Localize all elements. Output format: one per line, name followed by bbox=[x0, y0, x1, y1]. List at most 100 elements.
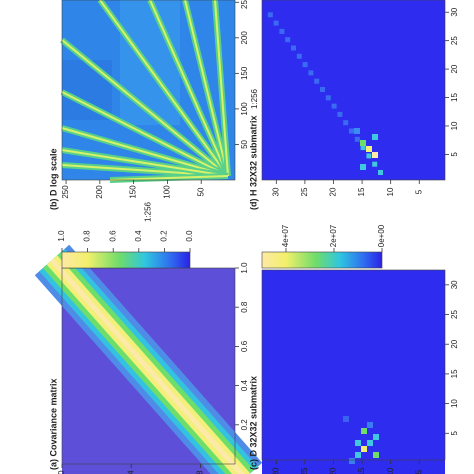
heatmap-cell bbox=[296, 53, 302, 59]
y-tick-label: 0.8 bbox=[196, 470, 205, 474]
colorbar-tick-label: 4e+07 bbox=[281, 224, 290, 247]
heatmap-cell bbox=[372, 152, 378, 158]
y-tick-label: 5 bbox=[414, 469, 423, 474]
heatmap-cell bbox=[273, 20, 279, 26]
colorbar-tick-label: 0e+00 bbox=[377, 224, 386, 247]
x-tick-label: 15 bbox=[450, 93, 459, 102]
colorbar-tick-label: 0.8 bbox=[83, 230, 92, 242]
x-tick-label: 15 bbox=[450, 369, 459, 378]
plot-frame bbox=[61, 0, 236, 181]
heatmap-cell bbox=[366, 146, 372, 152]
plot-frame bbox=[261, 269, 446, 461]
colorbar-tick-label: 0.2 bbox=[160, 230, 169, 242]
x-tick-label: 100 bbox=[240, 102, 249, 116]
heatmap-cell bbox=[355, 452, 361, 458]
heatmap-cell bbox=[349, 128, 354, 134]
heatmap-cell bbox=[367, 440, 373, 446]
y-tick-label: 150 bbox=[129, 185, 138, 199]
x-tick-label: 250 bbox=[240, 0, 249, 9]
colorbar bbox=[261, 251, 383, 269]
x-tick-label: 30 bbox=[450, 280, 459, 289]
y-tick-label: 0.4 bbox=[126, 470, 135, 474]
x-tick-label: 10 bbox=[450, 399, 459, 408]
y-tick-label: 10 bbox=[386, 187, 395, 196]
heatmap-cell bbox=[354, 128, 360, 134]
heatmap-cell bbox=[279, 28, 285, 34]
y-tick-label: 25 bbox=[300, 467, 309, 474]
y-tick-label: 50 bbox=[196, 187, 205, 196]
heatmap-image bbox=[262, 270, 445, 474]
heatmap-cell bbox=[343, 120, 349, 126]
x-tick-label: 0.8 bbox=[240, 301, 249, 313]
heatmap-line bbox=[61, 149, 229, 177]
heatmap-cell bbox=[331, 103, 337, 109]
x-tick-label: 20 bbox=[450, 339, 459, 348]
y-tick-label: 20 bbox=[329, 187, 338, 196]
heatmap-line bbox=[184, 0, 229, 177]
heatmap-line bbox=[99, 0, 229, 177]
x-tick-label: 200 bbox=[240, 31, 249, 45]
x-tick-label: 1.0 bbox=[240, 262, 249, 274]
heatmap-line bbox=[61, 39, 229, 177]
y-tick-label: 200 bbox=[95, 185, 104, 199]
x-tick-label: 30 bbox=[450, 7, 459, 16]
heatmap-image bbox=[262, 0, 445, 180]
x-tick-label: 150 bbox=[240, 66, 249, 80]
panel-title: (a) Covariance matrix bbox=[48, 378, 58, 470]
heatmap-cell bbox=[361, 428, 367, 434]
plot-frame bbox=[261, 0, 446, 181]
heatmap-cell bbox=[337, 111, 343, 117]
heatmap-line bbox=[109, 175, 229, 181]
heatmap-line bbox=[61, 91, 229, 177]
heatmap-cell bbox=[360, 145, 366, 151]
panel-title: (b) D log scale bbox=[48, 148, 58, 210]
heatmap-cell bbox=[343, 416, 349, 422]
y-tick-label: 0.0 bbox=[57, 470, 66, 474]
y-tick-label: 20 bbox=[329, 467, 338, 474]
heatmap-line bbox=[149, 0, 229, 177]
x-tick-label: 5 bbox=[450, 152, 459, 157]
heatmap-cell bbox=[360, 164, 366, 170]
x-tick-label: 10 bbox=[450, 121, 459, 130]
y-tick-label: 15 bbox=[357, 187, 366, 196]
heatmap-cell bbox=[325, 95, 331, 101]
x-tick-label: 25 bbox=[450, 310, 459, 319]
x-tick-label: 0.2 bbox=[240, 419, 249, 431]
panel bbox=[261, 0, 446, 181]
x-tick-label: 0.4 bbox=[240, 379, 249, 391]
y-axis-label: 1:256 bbox=[144, 201, 153, 222]
x-axis-label: 1:256 bbox=[250, 88, 259, 109]
heatmap-cell bbox=[314, 78, 320, 84]
heatmap-block bbox=[120, 0, 180, 125]
heatmap-line bbox=[214, 0, 229, 177]
heatmap-cell bbox=[267, 12, 273, 18]
heatmap-cell bbox=[354, 136, 360, 142]
x-tick-label: 5 bbox=[450, 431, 459, 436]
heatmap-cell bbox=[372, 161, 378, 167]
heatmap-cell bbox=[373, 434, 379, 440]
heatmap-cell bbox=[366, 153, 372, 159]
heatmap-cell bbox=[355, 440, 361, 446]
y-tick-label: 5 bbox=[414, 189, 423, 194]
colorbar-tick-label: 0.0 bbox=[185, 230, 194, 242]
colorbar-tick-label: 2e+07 bbox=[329, 224, 338, 247]
heatmap-band bbox=[50, 258, 245, 474]
panel bbox=[261, 269, 446, 474]
y-tick-label: 10 bbox=[386, 467, 395, 474]
colorbar-tick-label: 0.6 bbox=[108, 230, 117, 242]
heatmap-cell bbox=[308, 70, 314, 76]
heatmap-cell bbox=[361, 446, 367, 452]
heatmap-cell bbox=[373, 452, 379, 458]
colorbar-tick-label: 0.4 bbox=[134, 230, 143, 242]
panel-title: (d) H 32X32 submatrix bbox=[248, 115, 258, 210]
panel bbox=[34, 244, 263, 474]
panel-title: (c) D 32X32 submatrix bbox=[248, 376, 258, 470]
x-tick-label: 50 bbox=[240, 139, 249, 148]
heatmap-line bbox=[61, 127, 229, 177]
heatmap-cell bbox=[349, 458, 355, 464]
heatmap-cell bbox=[291, 45, 296, 51]
heatmap-cell bbox=[302, 62, 308, 68]
heatmap-cell bbox=[378, 170, 383, 175]
